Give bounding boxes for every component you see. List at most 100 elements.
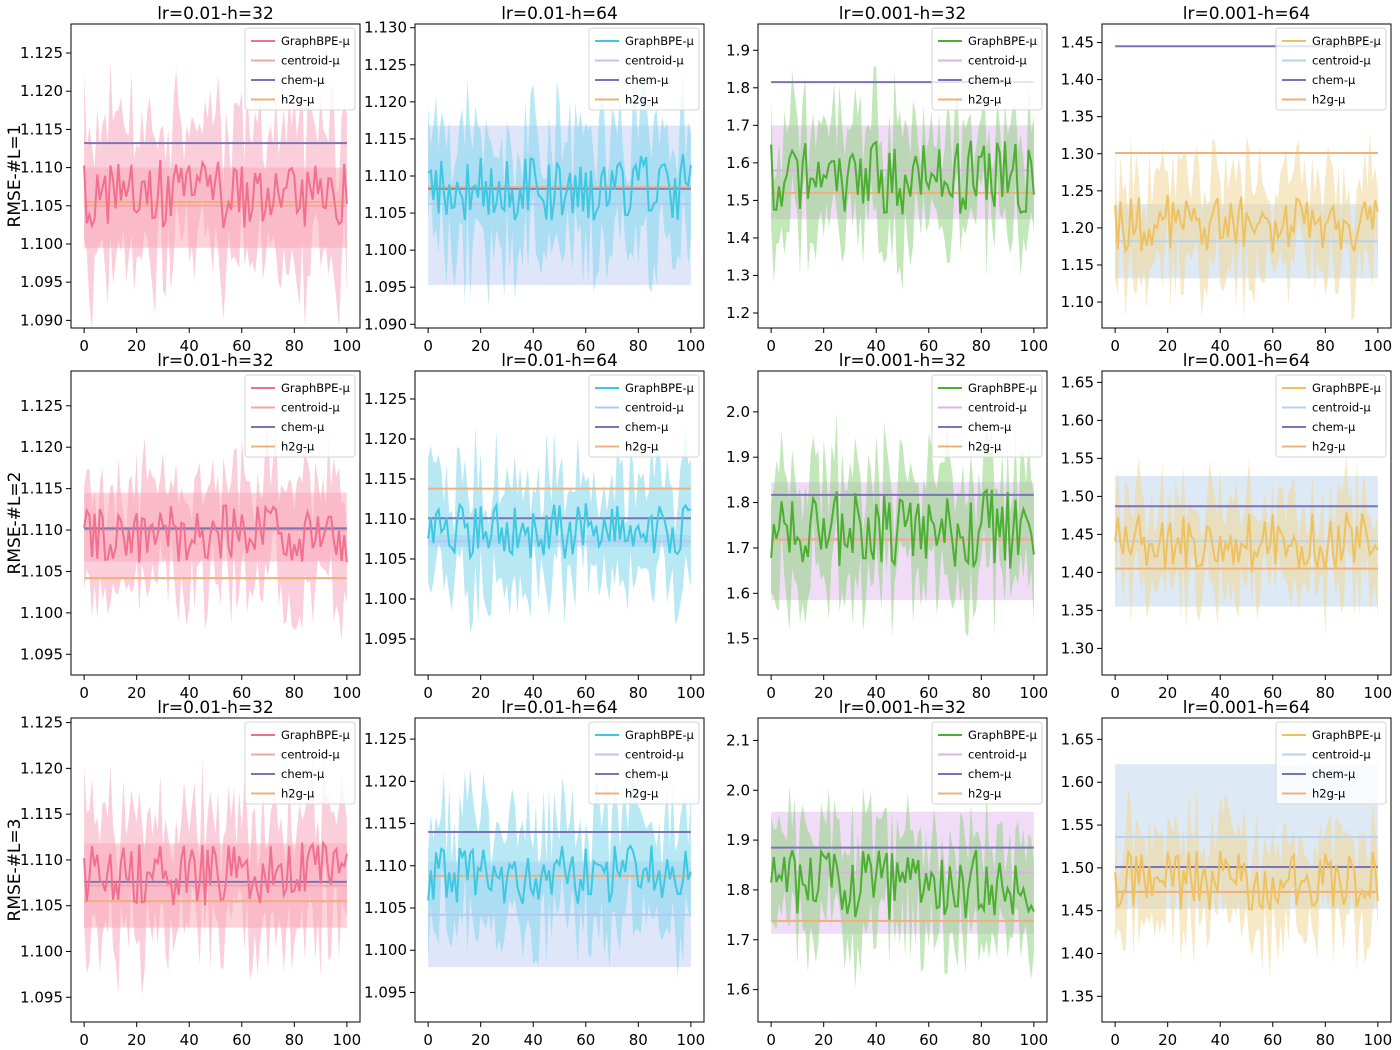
x-tick-label: 40 [1211,337,1230,355]
graphbpe-line [427,501,692,561]
y-tick-label: 1.120 [364,430,407,448]
x-tick-label: 0 [423,684,433,702]
y-tick-label: 1.125 [364,390,407,408]
plot-area [427,426,692,633]
x-tick-label: 60 [232,337,251,355]
y-tick-label: 1.35 [1061,108,1094,126]
x-tick-label: 60 [919,684,938,702]
legend-label: centroid-μ [1312,54,1371,68]
plot-area [1114,45,1379,322]
graphbpe-line [83,159,348,230]
legend-label: GraphBPE-μ [281,728,351,742]
x-tick-label: 60 [576,337,595,355]
y-tick-label: 1.095 [364,278,407,296]
y-tick-label: 1.50 [1061,859,1094,877]
x-tick-label: 80 [1316,1031,1335,1049]
x-tick-label: 40 [1211,1031,1230,1049]
graphbpe-band [428,769,691,979]
legend-label: chem-μ [625,420,669,434]
y-tick-label: 1.095 [20,273,63,291]
plot-area [427,769,692,979]
x-tick-label: 0 [79,684,89,702]
graphbpe-line [1114,848,1379,911]
x-tick-label: 80 [972,1031,991,1049]
y-tick-label: 1.7 [726,931,750,949]
subplot-2-2: 0 20 40 60 80 100 1.6 1.7 1.8 1.9 2.0 2.1 lr=0.001-h… [726,698,1048,1049]
x-tick-label: 100 [1020,337,1049,355]
graphbpe-band [84,425,347,642]
legend-label: h2g-μ [968,93,1002,107]
subplot-0-2: 0 20 40 60 80 100 1.2 1.3 1.4 1.5 1.6 1.7 1.8 1.9 lr=0… [726,4,1048,355]
y-tick-label: 1.100 [364,941,407,959]
y-tick-label: 1.115 [364,815,407,833]
subplot-title: lr=0.01-h=64 [501,698,618,718]
y-tick-label: 1.35 [1061,987,1094,1005]
y-tick-label: 1.4 [726,229,750,247]
y-tick-label: 1.125 [364,56,407,74]
subplot-title: lr=0.01-h=64 [501,351,618,371]
legend-label: chem-μ [1312,420,1356,434]
y-tick-label: 1.100 [364,590,407,608]
x-tick-label: 20 [127,1031,146,1049]
y-axis-label: RMSE-#L=2 [5,472,25,575]
x-tick-label: 80 [972,684,991,702]
x-tick-label: 60 [1263,1031,1282,1049]
x-tick-label: 100 [1364,337,1393,355]
y-tick-label: 1.55 [1061,816,1094,834]
y-tick-label: 2.0 [726,403,750,421]
axes-frame [1101,717,1392,1023]
y-tick-label: 2.1 [726,731,750,749]
y-tick-label: 1.35 [1061,601,1094,619]
subplot-2-0: 0 20 40 60 80 100 1.095 1.100 1.105 1.110 1.115 1.1… [5,698,361,1049]
y-tick-label: 1.6 [726,154,750,172]
graphbpe-line [770,487,1035,569]
subplot-title: lr=0.01-h=32 [157,351,274,371]
y-tick-label: 1.40 [1061,944,1094,962]
legend-label: centroid-μ [968,401,1027,415]
y-tick-label: 1.110 [364,857,407,875]
subplot-0-3: 0 20 40 60 80 100 1.10 1.15 1.20 1.25 1.30 1.35 1.40… [1061,4,1393,355]
legend-label: GraphBPE-μ [281,34,351,48]
plot-area [83,425,348,642]
x-tick-label: 100 [1364,1031,1393,1049]
legend-label: chem-μ [281,420,325,434]
subplot-title: lr=0.001-h=64 [1183,351,1310,371]
x-tick-label: 20 [814,337,833,355]
x-tick-label: 20 [814,684,833,702]
graphbpe-band [428,426,691,633]
legend-label: centroid-μ [1312,748,1371,762]
y-tick-label: 1.50 [1061,487,1094,505]
legend-label: h2g-μ [968,440,1002,454]
legend-box [588,27,700,111]
legend-label: chem-μ [968,73,1012,87]
y-tick-label: 1.120 [364,772,407,790]
y-tick-label: 1.7 [726,116,750,134]
y-tick-label: 1.095 [364,983,407,1001]
x-tick-label: 0 [79,1031,89,1049]
subplot-title: lr=0.01-h=32 [157,698,274,718]
x-tick-label: 40 [867,684,886,702]
x-tick-label: 100 [1364,684,1393,702]
legend-label: h2g-μ [281,787,315,801]
legend-box [244,374,356,458]
legend-label: centroid-μ [625,54,684,68]
y-tick-label: 1.110 [20,159,63,177]
x-tick-label: 40 [524,1031,543,1049]
y-axis-label: RMSE-#L=3 [5,819,25,922]
subplot-1-0: 0 20 40 60 80 100 1.095 1.100 1.105 1.110 1.115 1.1… [5,351,361,702]
x-tick-label: 40 [867,1031,886,1049]
y-tick-label: 1.9 [726,831,750,849]
x-tick-label: 60 [1263,684,1282,702]
legend-box [244,27,356,111]
y-tick-label: 1.45 [1061,34,1094,52]
subplot-title: lr=0.001-h=32 [839,351,966,371]
y-tick-label: 1.105 [364,550,407,568]
y-tick-label: 1.7 [726,539,750,557]
x-tick-label: 0 [1110,1031,1120,1049]
x-tick-label: 100 [677,1031,706,1049]
x-tick-label: 0 [766,337,776,355]
y-tick-label: 1.8 [726,79,750,97]
subplot-1-1: 0 20 40 60 80 100 1.095 1.100 1.105 1.110 1.115 1.1… [364,351,705,702]
legend-box [588,721,700,805]
x-tick-label: 20 [1158,684,1177,702]
